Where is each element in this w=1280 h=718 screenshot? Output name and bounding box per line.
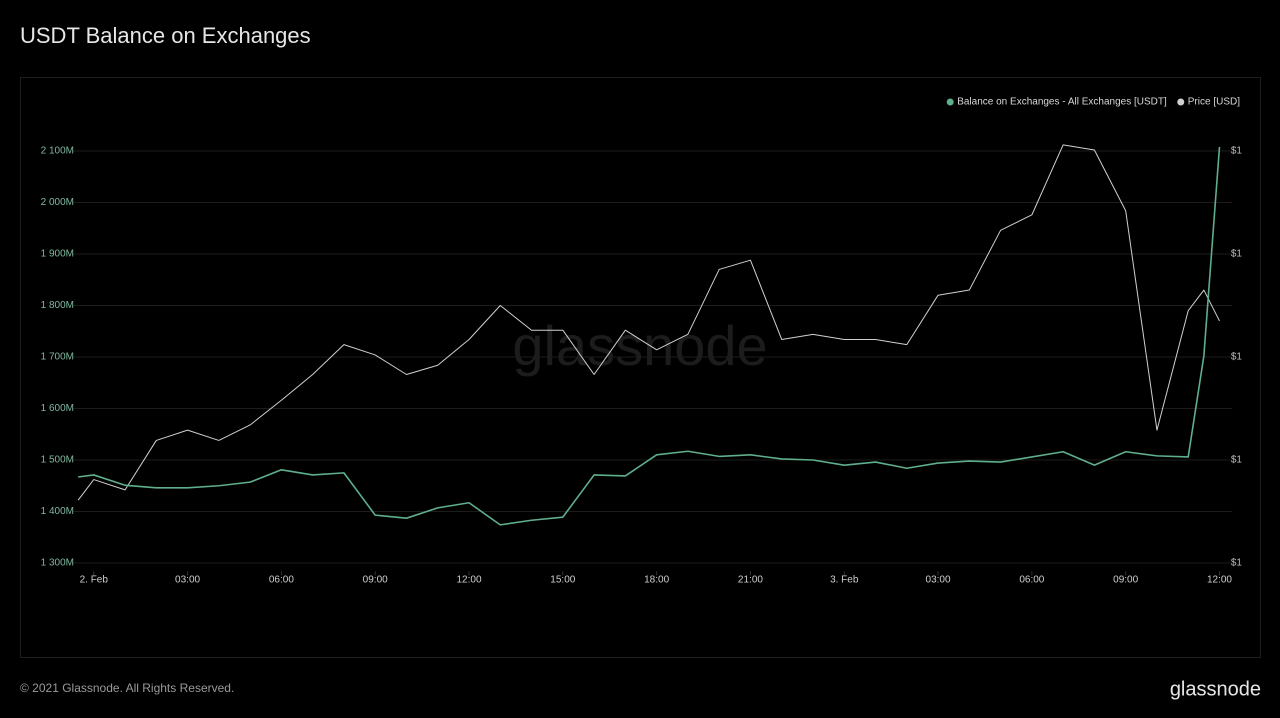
y-tick-label: 1 300M <box>41 558 74 569</box>
y-tick-label: 1 400M <box>41 506 74 517</box>
x-tick-label: 03:00 <box>926 575 951 586</box>
x-tick-label: 12:00 <box>456 575 481 586</box>
chart-frame <box>20 77 1261 658</box>
y-tick-label: 1 600M <box>41 403 74 414</box>
legend-label: Balance on Exchanges - All Exchanges [US… <box>957 97 1167 108</box>
y2-tick-label: $1 <box>1231 455 1243 466</box>
x-tick-label: 15:00 <box>550 575 575 586</box>
y-tick-label: 1 500M <box>41 455 74 466</box>
x-tick-label: 06:00 <box>1019 575 1044 586</box>
y2-tick-label: $1 <box>1231 249 1243 260</box>
y-tick-label: 1 700M <box>41 352 74 363</box>
x-tick-label: 09:00 <box>363 575 388 586</box>
y2-tick-label: $1 <box>1231 558 1243 569</box>
x-tick-label: 18:00 <box>644 575 669 586</box>
y-tick-label: 2 000M <box>41 197 74 208</box>
brand: glassnode <box>1170 678 1261 700</box>
x-tick-label: 3. Feb <box>830 575 859 586</box>
x-tick-label: 2. Feb <box>80 575 109 586</box>
legend: Price [USD] Balance on Exchanges - All Ex… <box>946 97 1240 108</box>
chart-title: USDT Balance on Exchanges <box>20 23 311 48</box>
y2-tick-label: $1 <box>1231 146 1243 157</box>
footer: © 2021 Glassnode. All Rights Reserved. <box>20 681 234 695</box>
legend-swatch <box>946 98 954 106</box>
legend-label: Price [USD] <box>1188 97 1240 108</box>
y-tick-label: 1 800M <box>41 300 74 311</box>
legend-swatch <box>1177 98 1185 106</box>
x-tick-label: 06:00 <box>269 575 294 586</box>
x-tick-label: 03:00 <box>175 575 200 586</box>
x-tick-label: 09:00 <box>1113 575 1138 586</box>
y-tick-label: 2 100M <box>41 146 74 157</box>
series-line <box>78 146 1221 526</box>
x-tick-label: 12:00 <box>1207 575 1232 586</box>
watermark: glassnode <box>512 314 767 377</box>
series-line <box>77 144 1220 501</box>
y-tick-label: 1 900M <box>41 249 74 260</box>
x-tick-label: 21:00 <box>738 575 763 586</box>
y2-tick-label: $1 <box>1231 352 1243 363</box>
